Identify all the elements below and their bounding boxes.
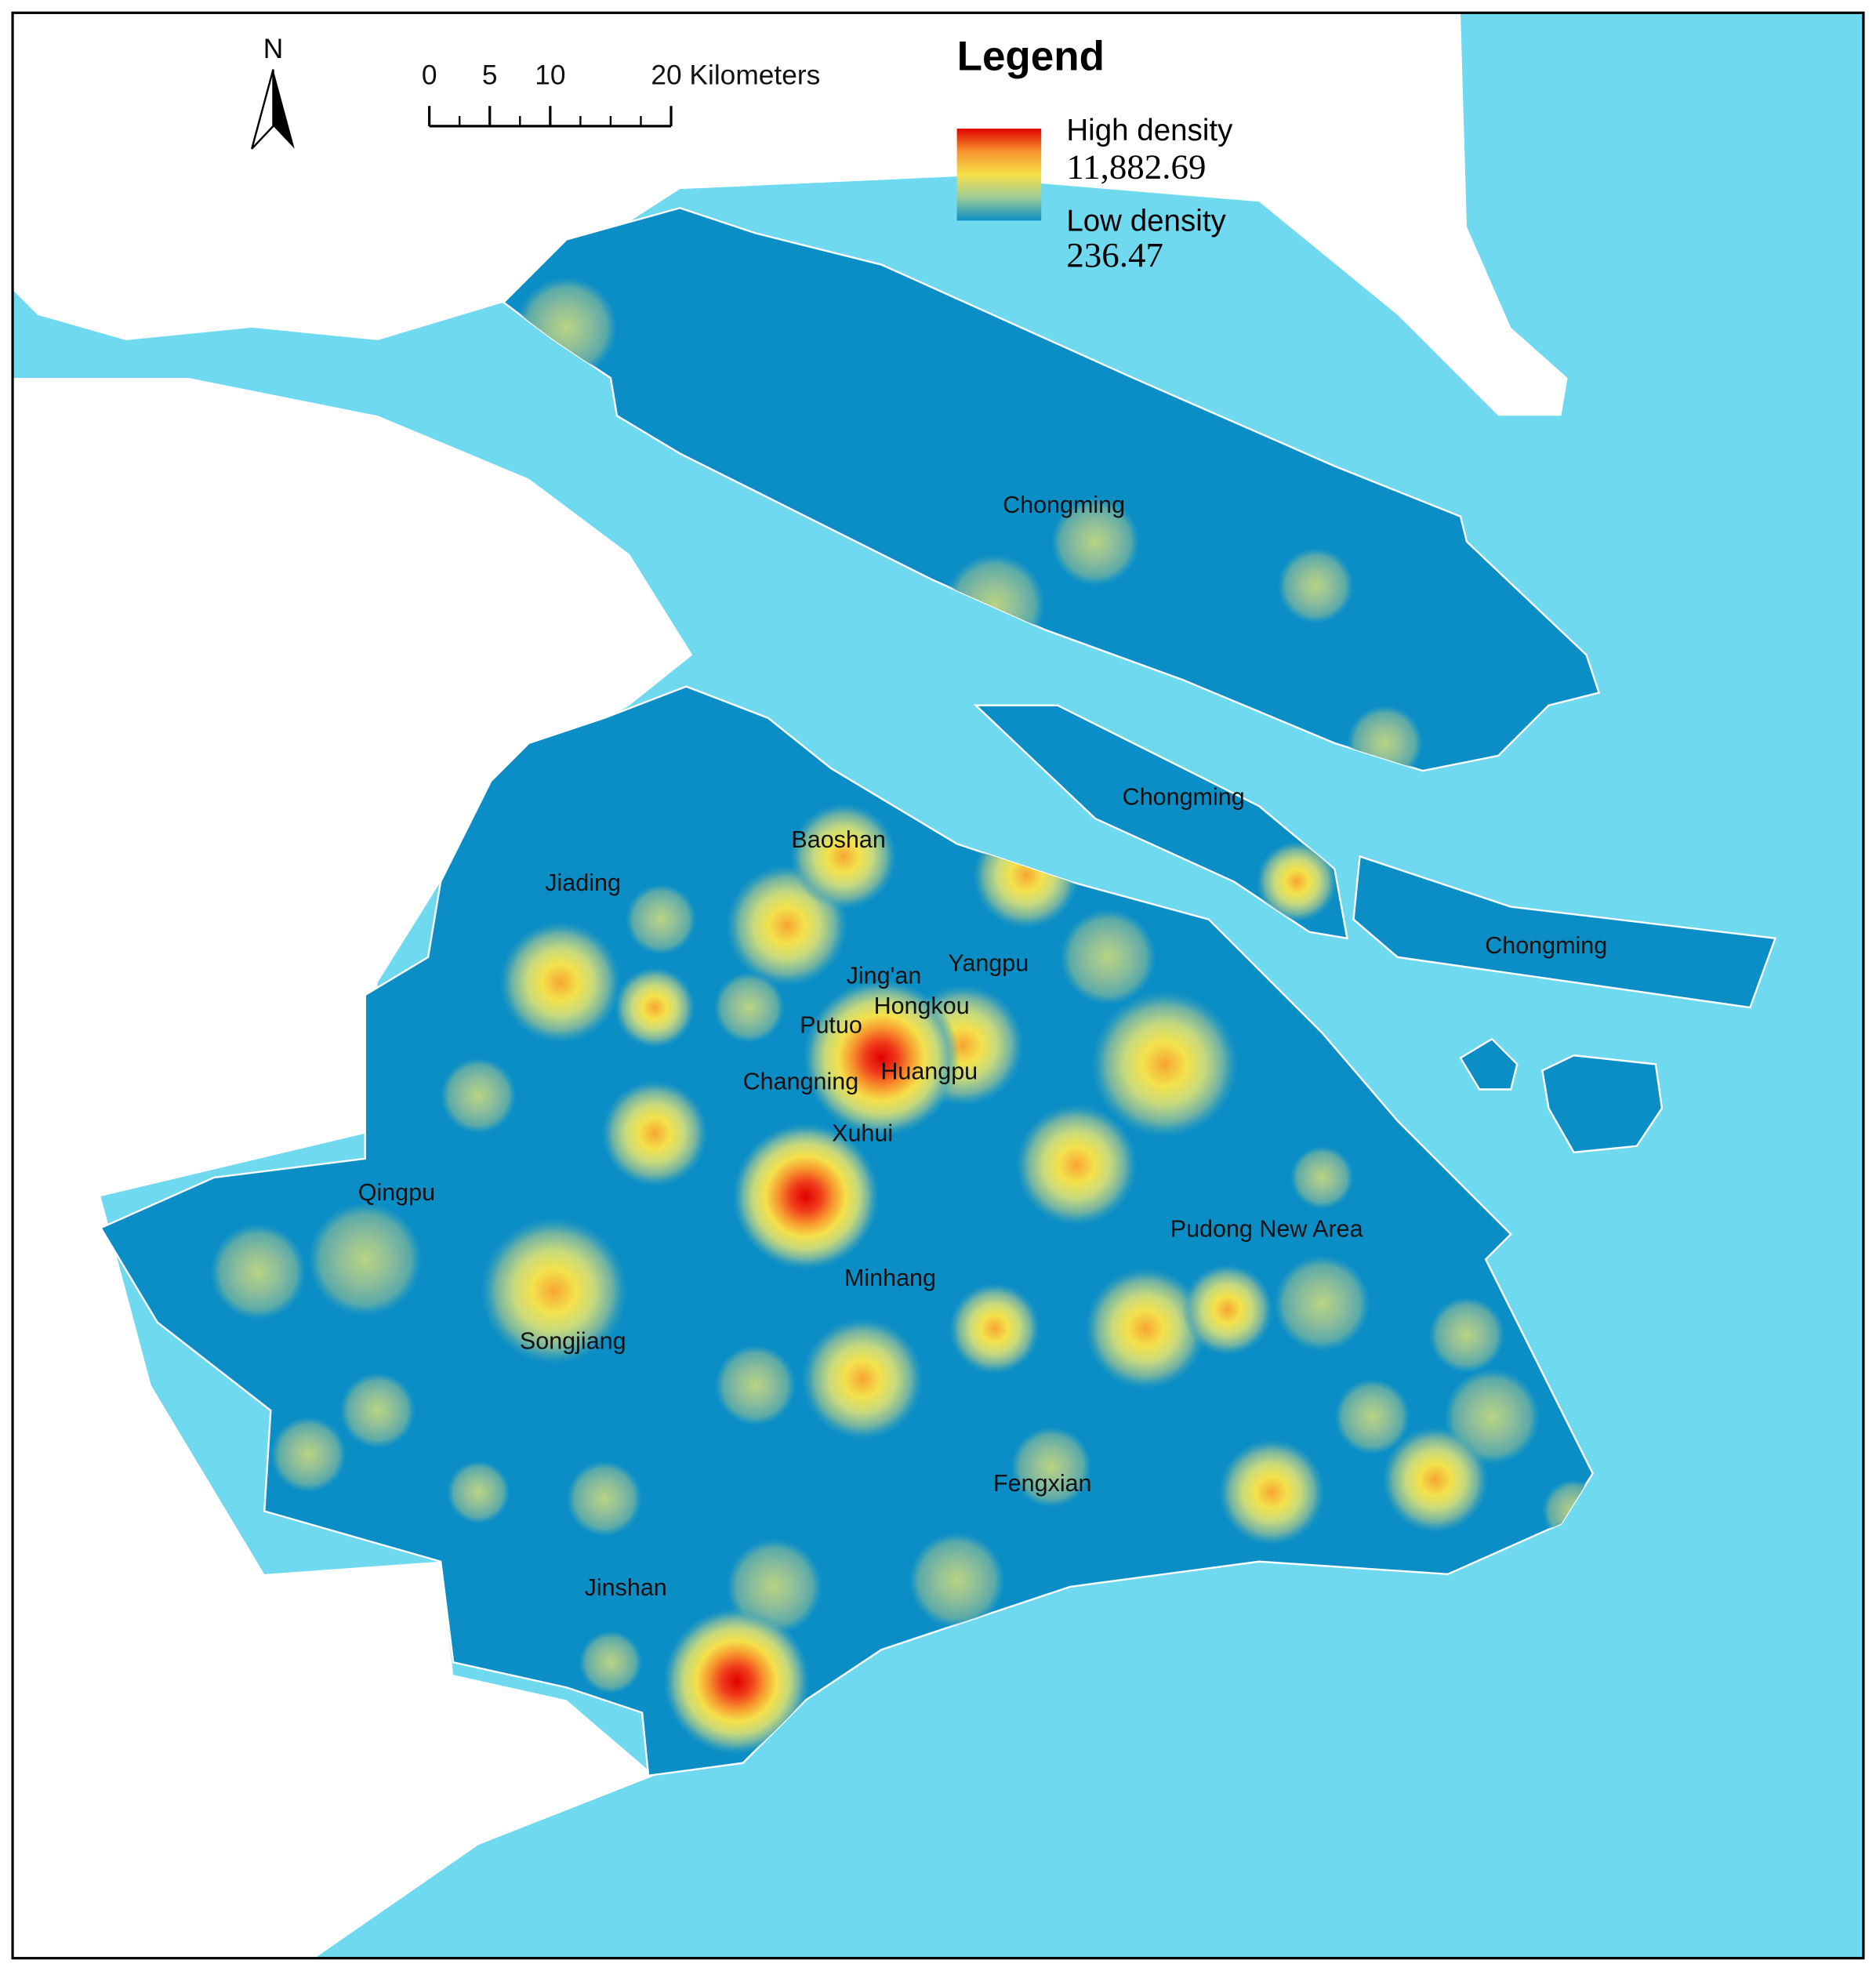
scale-tick-label: 20 Kilometers	[651, 60, 820, 91]
islet	[1459, 1037, 1519, 1091]
district-label: Jinshan	[585, 1574, 667, 1601]
scale-tick-label: 10	[535, 60, 565, 91]
legend-low-label: Low density	[1066, 205, 1226, 238]
district-label: Qingpu	[358, 1179, 435, 1206]
density-hotspot	[210, 1224, 307, 1320]
density-hotspot	[790, 803, 897, 909]
density-hotspot	[802, 1318, 923, 1439]
district-label: Minhang	[844, 1265, 936, 1291]
district-label: Chongming	[1123, 784, 1245, 811]
density-hotspot	[715, 1345, 796, 1426]
district-label: Jing'an	[847, 963, 922, 989]
district-label: Chongming	[1485, 932, 1607, 959]
district-label: Changning	[743, 1069, 859, 1095]
density-hotspot	[441, 1058, 517, 1134]
district-label: Putuo	[800, 1011, 862, 1038]
north-label: N	[263, 34, 284, 64]
chongming-island	[502, 207, 1601, 772]
density-hotspot	[1218, 1439, 1325, 1545]
density-hotspot	[1290, 1145, 1354, 1210]
density-hotspot	[601, 1080, 708, 1187]
district-label: Jiading	[545, 869, 621, 896]
density-hotspot	[579, 1631, 643, 1694]
hengsha-island	[1352, 855, 1777, 1009]
density-hotspot	[949, 1283, 1040, 1374]
density-hotspot	[1091, 991, 1238, 1138]
density-hotspot	[1428, 1297, 1505, 1373]
density-hotspot	[308, 1203, 423, 1316]
density-hotspot	[909, 1532, 1005, 1628]
district-label: Huangpu	[880, 1058, 978, 1085]
density-hotspot	[1051, 497, 1140, 586]
legend-ramp	[956, 129, 1042, 221]
district-label: Baoshan	[791, 826, 885, 853]
density-hotspot	[1016, 1104, 1138, 1225]
density-hotspot	[1182, 1264, 1273, 1356]
density-hotspot	[1274, 1255, 1370, 1352]
frame	[11, 11, 1865, 1960]
density-hotspot	[803, 979, 960, 1136]
islet	[1541, 1054, 1664, 1154]
density-hotspot	[1011, 1426, 1092, 1508]
density-hotspot	[732, 1123, 880, 1270]
district-label: Hongkou	[874, 993, 970, 1019]
density-hotspot	[270, 1417, 347, 1493]
density-hotspot	[626, 884, 697, 955]
district-label: Songjiang	[520, 1327, 626, 1354]
changxing-island	[973, 704, 1348, 940]
density-hotspot	[481, 1218, 627, 1364]
density-hotspot	[713, 972, 785, 1044]
density-hotspot	[1060, 909, 1156, 1005]
density-hotspot	[663, 1608, 810, 1755]
district-label: Fengxian	[993, 1470, 1091, 1497]
legend-title: Legend	[957, 34, 1105, 80]
density-hotspot	[339, 1372, 415, 1449]
north-land	[13, 13, 1568, 416]
legend-high-label: High density	[1066, 114, 1233, 147]
district-label: Pudong New Area	[1170, 1215, 1363, 1242]
density-hotspot	[566, 1461, 643, 1537]
scale-bar: 0 5 10 20 Kilometers	[422, 60, 820, 128]
scale-tick-label: 5	[482, 60, 498, 91]
district-label: Yangpu	[948, 950, 1029, 977]
density-hotspot	[614, 967, 695, 1048]
district-label: Chongming	[1003, 492, 1125, 518]
density-hotspot	[1278, 547, 1354, 624]
density-hotspot	[1382, 1426, 1489, 1533]
density-hotspot	[1085, 1268, 1207, 1389]
density-hotspot	[447, 1461, 510, 1524]
legend-low-value: 236.47	[1066, 235, 1163, 274]
scale-tick-label: 0	[422, 60, 437, 91]
district-labels: Chongming Chongming Chongming Baoshan Jiadin…	[358, 492, 1607, 1601]
density-hotspot	[1256, 841, 1337, 922]
density-hotspot	[499, 921, 621, 1044]
legend-high-value: 11,882.69	[1066, 147, 1206, 186]
district-label: Xuhui	[832, 1120, 893, 1146]
density-hotspot	[1334, 1378, 1410, 1455]
west-land	[13, 378, 693, 1958]
